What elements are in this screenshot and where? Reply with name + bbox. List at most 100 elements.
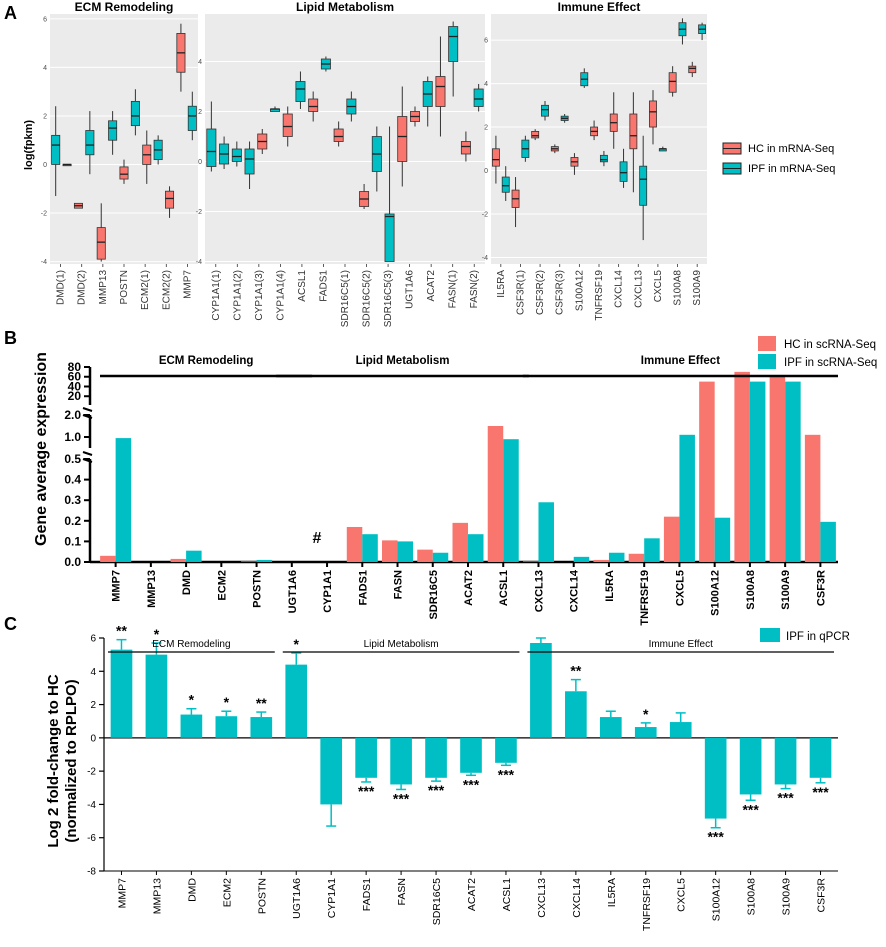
bar-ipf-cxcl14 bbox=[573, 556, 590, 562]
xtick-label-csf3r-2: CSF3R(2) bbox=[535, 270, 546, 315]
bar-hc-dmd bbox=[170, 558, 187, 562]
xtick-label-s100a9: S100A9 bbox=[692, 270, 703, 306]
bar-ipf-s100a8 bbox=[749, 381, 766, 562]
panel-b-ylabel: Gene average expression bbox=[33, 352, 50, 546]
significance-acsl1: *** bbox=[498, 766, 515, 782]
panel-b-axis-break bbox=[82, 451, 93, 456]
panel-b-ytick-label: 0.4 bbox=[64, 473, 81, 487]
bar-ipf-sdr16c5 bbox=[432, 552, 449, 562]
xtick-label-acsl1: ACSL1 bbox=[498, 570, 510, 606]
bar-qpcr-csf3r bbox=[809, 737, 832, 778]
panel-b-ytick-label: 20 bbox=[68, 389, 82, 403]
xtick-label-ecm2-1: ECM2(1) bbox=[140, 270, 151, 310]
bar-ipf-cxcl5 bbox=[679, 434, 695, 562]
panel-a-immune-effect-ytick-label: -4 bbox=[482, 255, 488, 262]
bar-qpcr-mmp13 bbox=[145, 654, 168, 738]
panel-b-ytick-label: 60 bbox=[68, 370, 82, 384]
xtick-label-ugt1a6: UGT1A6 bbox=[405, 270, 416, 309]
panel-c-ytick-label: -8 bbox=[87, 867, 96, 878]
panel-a-label: A bbox=[4, 3, 17, 23]
xtick-label-mmp7: MMP7 bbox=[111, 570, 123, 602]
legend-ipf-qpcr-label: IPF in qPCR bbox=[786, 631, 850, 643]
panel-c-group-label-ecm-remodeling: ECM Remodeling bbox=[152, 639, 230, 650]
boxplot-box bbox=[448, 26, 459, 62]
panel-c-ytick-label: -6 bbox=[87, 833, 96, 844]
xtick-label-cxcl13: CXCL13 bbox=[533, 570, 545, 612]
bar-hc-cxcl13 bbox=[522, 561, 539, 562]
legend-hc-mrna-label: HC in mRNA-Seq bbox=[748, 143, 834, 155]
panel-b-group-label-immune-effect: Immune Effect bbox=[641, 355, 720, 367]
panel-b-ytick-label: 0.5 bbox=[64, 452, 81, 466]
panel-a-ecm-remodeling-ytick-label: -4 bbox=[41, 259, 47, 266]
boxplot-box bbox=[85, 130, 95, 156]
xtick-label-sdr16c5-3: SDR16C5(3) bbox=[383, 270, 394, 327]
bar-hc-il5ra bbox=[593, 559, 609, 562]
xtick-label-dmd-1: DMD(1) bbox=[56, 270, 67, 305]
bar-qpcr-sdr16c5 bbox=[425, 737, 447, 778]
panel-c-legend: IPF in qPCR bbox=[760, 628, 850, 643]
bar-ipf-il5ra bbox=[608, 552, 625, 562]
legend-hc-scrna-label: HC in scRNA-Seq bbox=[784, 339, 876, 351]
boxplot-box bbox=[96, 227, 106, 260]
boxplot-box bbox=[491, 148, 500, 167]
panel-c-ytick-label: -2 bbox=[87, 767, 96, 778]
xtick-label-tnfrsf19: TNFRSF19 bbox=[641, 878, 653, 931]
panel-a-ecm-remodeling-ytick-label: -2 bbox=[41, 211, 47, 218]
legend-ipf-scrna-label: IPF in scRNA-Seq bbox=[784, 357, 877, 369]
boxplot-box bbox=[333, 128, 344, 142]
xtick-label-s100a12: S100A12 bbox=[711, 878, 723, 921]
xtick-label-cxcl5: CXCL5 bbox=[676, 878, 688, 912]
bar-qpcr-acat2 bbox=[460, 737, 482, 773]
xtick-label-s100a12: S100A12 bbox=[574, 270, 585, 312]
boxplot-box bbox=[119, 166, 129, 180]
xtick-label-s100a8: S100A8 bbox=[745, 570, 757, 610]
panel-a-ecm-remodeling-background bbox=[50, 14, 198, 264]
bar-hc-s100a12 bbox=[699, 381, 715, 562]
bar-qpcr-s100a12 bbox=[704, 737, 727, 819]
xtick-label-mmp7: MMP7 bbox=[116, 878, 128, 908]
boxplot-box bbox=[599, 154, 608, 163]
significance-tnfrsf19: * bbox=[643, 706, 649, 722]
legend-hc-scrna-swatch bbox=[758, 336, 776, 351]
xtick-label-cxcl13: CXCL13 bbox=[536, 878, 548, 918]
bar-hc-csf3r bbox=[804, 434, 821, 562]
xtick-label-dmd: DMD bbox=[181, 570, 193, 595]
panel-a-ecm-remodeling-title: ECM Remodeling bbox=[75, 0, 174, 14]
bar-ipf-postn bbox=[256, 559, 273, 562]
bar-qpcr-il5ra bbox=[599, 717, 622, 738]
xtick-label-cxcl14: CXCL14 bbox=[571, 878, 583, 918]
panel-a-immune-effect-ytick-label: 2 bbox=[484, 125, 488, 132]
bar-ipf-dmd bbox=[186, 550, 202, 562]
boxplot-box bbox=[531, 130, 540, 139]
panel-a-immune-effect-ytick-label: 6 bbox=[484, 38, 488, 45]
panel-b-ytick-label: 0.1 bbox=[64, 534, 81, 548]
bar-ipf-csf3r bbox=[820, 521, 836, 562]
significance-s100a12: *** bbox=[707, 829, 724, 845]
xtick-label-cyp1a1: CYP1A1 bbox=[326, 878, 338, 918]
significance-cxcl14: ** bbox=[570, 663, 581, 679]
bar-ipf-tnfrsf19 bbox=[644, 538, 660, 562]
significance-postn: ** bbox=[256, 695, 267, 711]
panel-b-legend: HC in scRNA-Seq IPF in scRNA-Seq bbox=[758, 336, 877, 369]
xtick-label-fads1: FADS1 bbox=[361, 878, 373, 911]
panel-a-immune-effect-ytick-label: 0 bbox=[484, 168, 488, 175]
xtick-label-cxcl14: CXCL14 bbox=[569, 569, 581, 612]
xtick-label-ugt1a6: UGT1A6 bbox=[291, 878, 303, 919]
bar-hc-mmp7 bbox=[100, 555, 116, 562]
panel-a-ecm-remodeling-ytick-label: 6 bbox=[43, 16, 47, 23]
panel-a-lipid-metabolism-title: Lipid Metabolism bbox=[296, 0, 394, 14]
bar-hc-acat2 bbox=[452, 522, 468, 562]
xtick-label-fads1: FADS1 bbox=[357, 570, 369, 605]
xtick-label-fasn-2: FASN(2) bbox=[469, 270, 480, 308]
legend-ipf-mrna-label: IPF in mRNA-Seq bbox=[748, 163, 835, 175]
xtick-label-acat2: ACAT2 bbox=[426, 270, 437, 302]
boxplot-box bbox=[130, 100, 140, 127]
bar-ipf-cxcl13 bbox=[538, 502, 554, 562]
xtick-label-fads1: FADS1 bbox=[318, 270, 329, 302]
xtick-label-acsl1: ACSL1 bbox=[297, 270, 308, 302]
panel-b-ytick-label: 80 bbox=[68, 360, 82, 374]
panel-c-ylabel-line2: (normalized to RPLPO) bbox=[63, 679, 80, 842]
bar-qpcr-cxcl14 bbox=[565, 691, 587, 738]
panel-c-ytick-label: 0 bbox=[90, 733, 96, 744]
xtick-label-fasn-1: FASN(1) bbox=[448, 270, 459, 308]
